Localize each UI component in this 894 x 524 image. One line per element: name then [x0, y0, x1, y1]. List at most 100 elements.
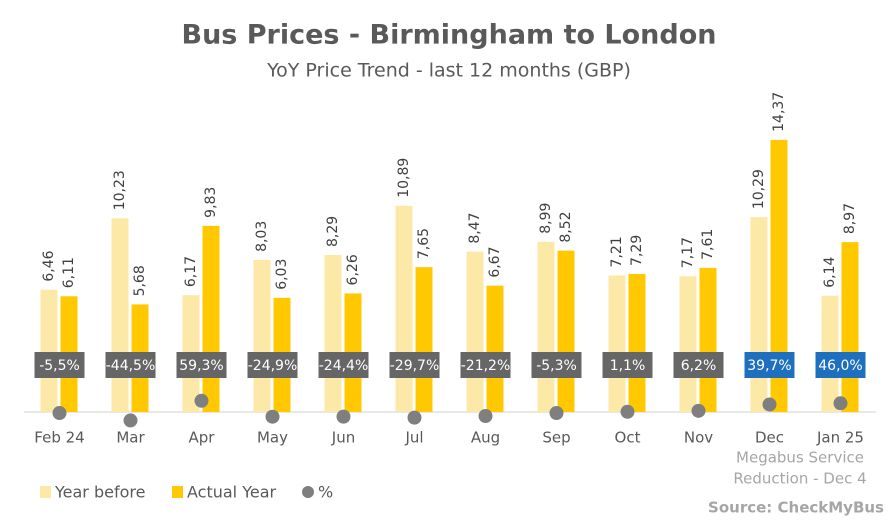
percent-label-box: [531, 352, 582, 378]
value-label: 6,03: [274, 259, 290, 290]
percent-dot: [478, 409, 493, 424]
value-label: 10,89: [396, 158, 412, 198]
bar: [557, 250, 575, 412]
value-label: 5,68: [132, 265, 148, 296]
percent-dot: [194, 393, 209, 408]
percent-label: 1,1%: [610, 358, 646, 374]
percent-label-box: [389, 352, 440, 378]
value-label: 10,23: [112, 170, 128, 210]
x-tick-label: May: [257, 429, 288, 447]
value-label: 7,65: [416, 228, 432, 259]
percent-label: -5,5%: [39, 358, 80, 374]
percent-label: 6,2%: [681, 358, 717, 374]
source: Source: CheckMyBus: [708, 499, 884, 517]
percent-label-box: [105, 352, 156, 378]
value-label: 6,67: [487, 247, 503, 278]
percent-label-box: [460, 352, 511, 378]
value-label: 8,03: [254, 221, 270, 252]
percent-dot: [549, 406, 564, 421]
legend-label: Year before: [54, 483, 145, 502]
value-label: 8,52: [558, 211, 574, 242]
percent-dot: [336, 409, 351, 424]
bar: [253, 259, 271, 412]
percent-label: -21,2%: [461, 358, 511, 374]
x-tick-label: Sep: [542, 429, 570, 447]
bar: [699, 267, 717, 412]
percent-dot: [407, 410, 422, 425]
annotation: Reduction - Dec 4: [733, 470, 866, 488]
percent-label-box: [673, 352, 724, 378]
value-label: 8,47: [467, 212, 483, 243]
value-label: 7,61: [700, 229, 716, 260]
percent-dot: [762, 397, 777, 412]
value-label: 8,97: [842, 203, 858, 234]
percent-label: -24,4%: [319, 358, 369, 374]
value-label: 8,29: [325, 216, 341, 247]
percent-label-box: [602, 352, 653, 378]
bar: [395, 205, 413, 412]
legend-swatch: [40, 486, 51, 498]
bar: [608, 275, 626, 412]
percent-dot: [833, 396, 848, 411]
bar: [486, 285, 504, 412]
value-label: 6,11: [61, 257, 77, 288]
percent-dot: [265, 409, 280, 424]
bar: [111, 218, 129, 412]
bar: [841, 242, 859, 412]
percent-label-box: [318, 352, 369, 378]
x-tick-label: Jul: [404, 429, 423, 447]
bar: [466, 251, 484, 412]
percent-label-box: [247, 352, 298, 378]
value-label: 7,17: [680, 237, 696, 268]
percent-dot: [52, 406, 67, 421]
percent-label: -24,9%: [248, 358, 298, 374]
percent-label: -5,3%: [536, 358, 577, 374]
value-label: 10,29: [751, 169, 767, 209]
bar: [770, 139, 788, 413]
bar: [415, 267, 433, 412]
bar: [202, 225, 220, 412]
percent-label-box: [815, 352, 866, 378]
percent-dot: [620, 404, 635, 419]
x-tick-label: Apr: [189, 429, 216, 447]
bar: [679, 276, 697, 412]
value-label: 14,37: [771, 92, 787, 132]
x-tick-label: Jan 25: [816, 429, 864, 447]
percent-label: 59,3%: [179, 358, 223, 374]
value-label: 6,46: [41, 250, 57, 281]
value-label: 6,26: [345, 254, 361, 285]
percent-dot: [691, 403, 706, 418]
percent-label-box: [176, 352, 227, 378]
value-label: 8,99: [538, 203, 554, 234]
bar: [537, 241, 555, 412]
annotation: Megabus Service: [736, 449, 864, 467]
legend-swatch: [172, 486, 183, 498]
legend-label: Actual Year: [187, 483, 277, 502]
percent-label: 39,7%: [747, 358, 791, 374]
bar: [750, 217, 768, 412]
legend-label: %: [318, 483, 333, 502]
chart-title: Bus Prices - Birmingham to London: [181, 20, 716, 51]
percent-dot: [123, 413, 138, 428]
legend-swatch: [302, 486, 314, 498]
percent-label-box: [744, 352, 795, 378]
x-tick-label: Dec: [755, 429, 784, 447]
x-tick-label: Oct: [615, 429, 641, 447]
percent-label: -29,7%: [390, 358, 440, 374]
x-tick-label: Mar: [116, 429, 145, 447]
percent-label: 46,0%: [818, 358, 862, 374]
value-label: 6,14: [822, 256, 838, 287]
x-tick-label: Nov: [684, 429, 713, 447]
value-label: 7,21: [609, 236, 625, 267]
bar: [40, 289, 58, 412]
bar: [324, 255, 342, 412]
x-tick-label: Aug: [471, 429, 500, 447]
value-label: 9,83: [203, 187, 219, 218]
bar: [628, 273, 646, 412]
x-tick-label: Jun: [331, 429, 355, 447]
percent-label-box: [34, 352, 85, 378]
value-label: 6,17: [183, 256, 199, 287]
chart-subtitle: YoY Price Trend - last 12 months (GBP): [266, 60, 631, 82]
value-label: 7,29: [629, 235, 645, 266]
